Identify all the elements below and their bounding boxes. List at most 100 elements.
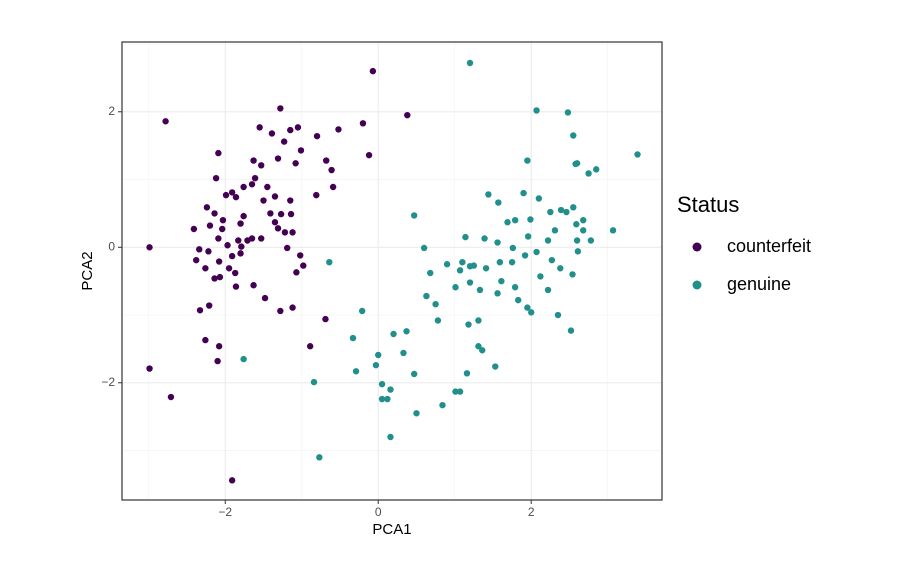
point <box>190 225 198 233</box>
point <box>511 284 519 291</box>
point <box>459 258 466 266</box>
point <box>563 208 570 216</box>
point <box>378 395 386 403</box>
point <box>215 149 222 157</box>
point <box>280 138 288 145</box>
point <box>293 269 300 276</box>
point <box>206 222 214 229</box>
point <box>281 229 289 236</box>
point <box>551 227 559 234</box>
point <box>268 130 276 137</box>
point <box>329 183 337 191</box>
point <box>413 410 420 417</box>
point <box>322 315 329 323</box>
point <box>452 284 459 291</box>
point <box>567 327 575 334</box>
point <box>515 296 522 304</box>
point <box>481 235 488 242</box>
panel-border <box>121 41 663 501</box>
point <box>258 162 265 169</box>
point <box>326 258 333 266</box>
point <box>349 334 357 342</box>
point <box>470 262 478 269</box>
x-tick-label: 0 <box>375 505 382 519</box>
point <box>479 347 486 354</box>
point <box>475 343 482 350</box>
point <box>277 307 284 315</box>
legend-title: Status <box>677 192 739 217</box>
point <box>524 233 532 240</box>
point <box>212 174 220 182</box>
point <box>384 395 391 403</box>
point <box>533 107 540 114</box>
point <box>387 386 394 393</box>
legend-label: counterfeit <box>727 236 811 256</box>
point <box>203 204 211 211</box>
point <box>216 273 224 281</box>
point <box>240 355 247 363</box>
point <box>261 294 269 302</box>
point <box>476 286 484 294</box>
point <box>482 265 490 272</box>
point <box>292 160 299 167</box>
point <box>634 151 641 158</box>
point <box>564 109 572 116</box>
point <box>400 349 407 357</box>
point <box>271 219 279 226</box>
point <box>557 265 564 272</box>
point <box>557 206 565 214</box>
point <box>300 262 307 269</box>
point <box>287 197 294 204</box>
point <box>289 229 296 236</box>
point <box>284 244 291 252</box>
point <box>524 157 531 164</box>
point <box>387 433 394 441</box>
point <box>202 265 209 272</box>
point <box>211 275 218 282</box>
point <box>244 237 251 244</box>
point <box>196 307 204 314</box>
point <box>294 124 302 131</box>
point <box>410 212 418 219</box>
point <box>508 258 516 266</box>
point <box>463 370 471 377</box>
point <box>260 197 267 204</box>
point <box>228 477 236 484</box>
point <box>570 204 577 211</box>
point <box>359 120 367 127</box>
point <box>372 361 380 369</box>
point <box>580 227 587 234</box>
x-axis-title: PCA1 <box>372 521 411 538</box>
point <box>277 210 285 218</box>
point <box>310 378 318 386</box>
point <box>527 216 534 223</box>
point <box>202 336 209 344</box>
point <box>573 221 580 228</box>
point <box>225 265 233 272</box>
point <box>439 401 446 409</box>
point <box>219 216 227 224</box>
point <box>420 244 428 252</box>
point <box>240 212 247 220</box>
point <box>570 132 577 139</box>
y-axis-title: PCA2 <box>79 251 96 290</box>
point <box>287 126 294 134</box>
point <box>248 181 256 188</box>
point <box>456 267 464 274</box>
point <box>222 191 230 199</box>
y-tick-label: 0 <box>108 239 115 253</box>
point <box>466 59 474 67</box>
point <box>258 235 265 242</box>
point <box>427 269 434 277</box>
point <box>509 244 517 252</box>
point <box>289 304 296 311</box>
point <box>250 282 257 289</box>
x-tick-label: 2 <box>528 505 535 519</box>
point <box>404 111 411 119</box>
point <box>452 388 459 395</box>
point <box>316 454 323 461</box>
point <box>313 132 321 140</box>
point <box>587 237 595 244</box>
point <box>462 233 469 241</box>
